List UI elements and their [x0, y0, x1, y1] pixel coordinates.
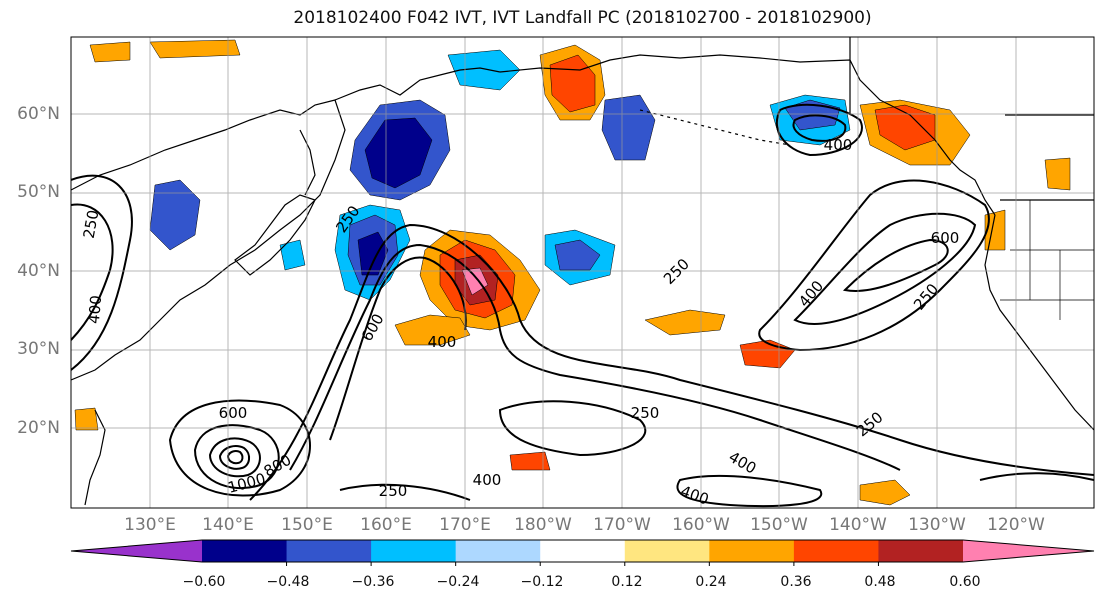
- contour-label: 250: [80, 208, 103, 239]
- colorbar-extend-low: [71, 540, 202, 562]
- asia-coast: [71, 99, 346, 381]
- lat-label-30: 30°N: [17, 339, 60, 359]
- colorbar-tick-label: −0.60: [182, 574, 226, 590]
- sakhalin: [299, 129, 316, 196]
- lon-label-120w: 120°W: [987, 515, 1045, 535]
- contour-label: 400: [428, 333, 457, 351]
- contour-250-east-tail: [979, 472, 1094, 481]
- colorbar-segment: [709, 540, 795, 562]
- us-states: [1000, 200, 1094, 320]
- colorbar-tick-label: 0.36: [780, 574, 812, 590]
- colorbar-tick-label: 0.48: [864, 574, 896, 590]
- contour-typhoon-inner1: [208, 437, 261, 478]
- graticule: [71, 37, 1094, 508]
- contour-400-jet: [289, 243, 901, 471]
- contour-label: 400: [473, 471, 502, 489]
- lon-label-150e: 150°E: [281, 515, 333, 535]
- colorbar-segment: [455, 540, 541, 562]
- contour-250-west: [71, 174, 133, 371]
- na-west-coast: [984, 214, 1094, 431]
- colorbar-tick-label: 0.60: [949, 574, 981, 590]
- contour-typhoon-inner3: [226, 450, 244, 465]
- kamchatka: [334, 67, 501, 101]
- contour-typhoon-800: [193, 424, 280, 490]
- contour-label: 250: [379, 482, 408, 500]
- colorbar-tick-label: 0.12: [611, 574, 643, 590]
- contour-label: 400: [85, 295, 105, 325]
- contour-label: 250: [631, 404, 660, 422]
- map-title: 2018102400 F042 IVT, IVT Landfall PC (20…: [293, 8, 872, 28]
- contour-250-subtrop-1: [498, 400, 647, 457]
- colorbar-tick-label: −0.48: [266, 574, 310, 590]
- lon-label-150w: 150°W: [750, 515, 808, 535]
- colorbar-outline: [70, 539, 1095, 563]
- contour-600-east: [842, 238, 949, 292]
- colorbar-segment: [878, 540, 964, 562]
- lon-label-160e: 160°E: [360, 515, 412, 535]
- colorbar-segment: [286, 540, 372, 562]
- contour-400-gulf-alaska: [792, 114, 847, 142]
- lon-label-130e: 130°E: [124, 515, 176, 535]
- colorbar-segment: [540, 540, 626, 562]
- japan: [234, 194, 316, 276]
- lon-label-180w: 180°W: [514, 515, 572, 535]
- land-outlines: [71, 37, 1094, 506]
- contour-250-subtrop-3: [339, 483, 471, 501]
- colorbar-segment: [624, 540, 710, 562]
- lat-label-50: 50°N: [17, 182, 60, 202]
- lat-label-60: 60°N: [17, 104, 60, 124]
- colorbar-tick-label: 0.24: [695, 574, 727, 590]
- contour-label: 600: [219, 404, 248, 422]
- colorbar: [70, 539, 1095, 566]
- lat-label-20: 20°N: [17, 418, 60, 438]
- contour-label: 600: [931, 229, 960, 247]
- contour-250-subtrop-2: [676, 474, 823, 508]
- lon-label-140e: 140°E: [202, 515, 254, 535]
- lon-label-140w: 140°W: [829, 515, 887, 535]
- lon-label-170e: 170°E: [439, 515, 491, 535]
- contour-400-east: [793, 212, 977, 325]
- contour-typhoon-600: [168, 399, 311, 497]
- lat-label-40: 40°N: [17, 261, 60, 281]
- contour-label: 400: [824, 136, 853, 154]
- colorbar-segment: [371, 540, 457, 562]
- colorbar-extend-high: [963, 540, 1094, 562]
- contour-250-jet: [249, 223, 1094, 501]
- contour-400-west: [71, 203, 114, 341]
- colorbar-segment: [202, 540, 288, 562]
- colorbar-segment: [793, 540, 879, 562]
- aleutians: [639, 109, 791, 146]
- contour-typhoon-inner2: [218, 445, 250, 470]
- contour-250-gulf-alaska: [775, 103, 863, 157]
- colorbar-tick-label: −0.12: [520, 574, 564, 590]
- lon-label-170w: 170°W: [593, 515, 651, 535]
- lon-label-160w: 160°W: [672, 515, 730, 535]
- colorbar-tick-label: −0.24: [436, 574, 480, 590]
- colorbar-tick-label: −0.36: [351, 574, 395, 590]
- taiwan-philippines: [84, 409, 106, 506]
- lon-label-130w: 130°W: [908, 515, 966, 535]
